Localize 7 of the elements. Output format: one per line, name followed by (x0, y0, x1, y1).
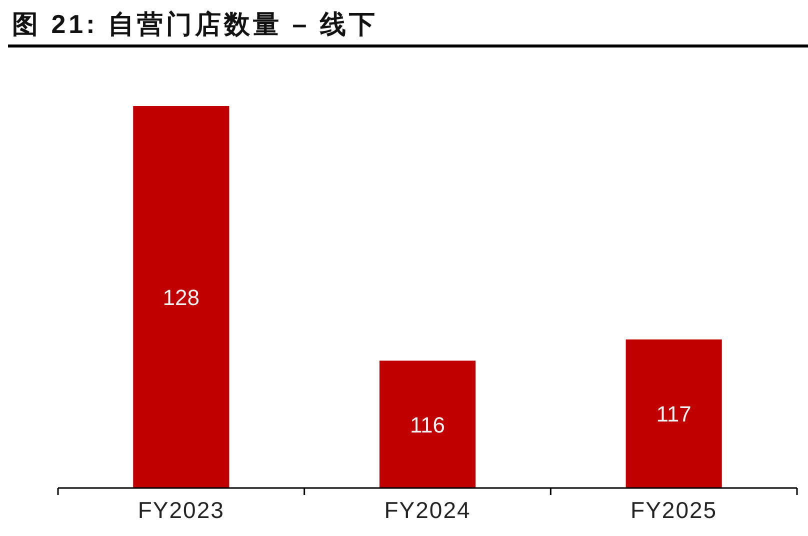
data-label: 128 (162, 285, 200, 310)
data-label: 116 (410, 412, 446, 438)
x-tick-label: FY2023 (138, 497, 224, 523)
data-label: 117 (656, 402, 692, 427)
x-tick-label: FY2025 (630, 497, 718, 523)
x-tick-label: FY2024 (384, 497, 471, 523)
chart-title: 图 21: 自营门店数量 – 线下 (12, 9, 378, 39)
